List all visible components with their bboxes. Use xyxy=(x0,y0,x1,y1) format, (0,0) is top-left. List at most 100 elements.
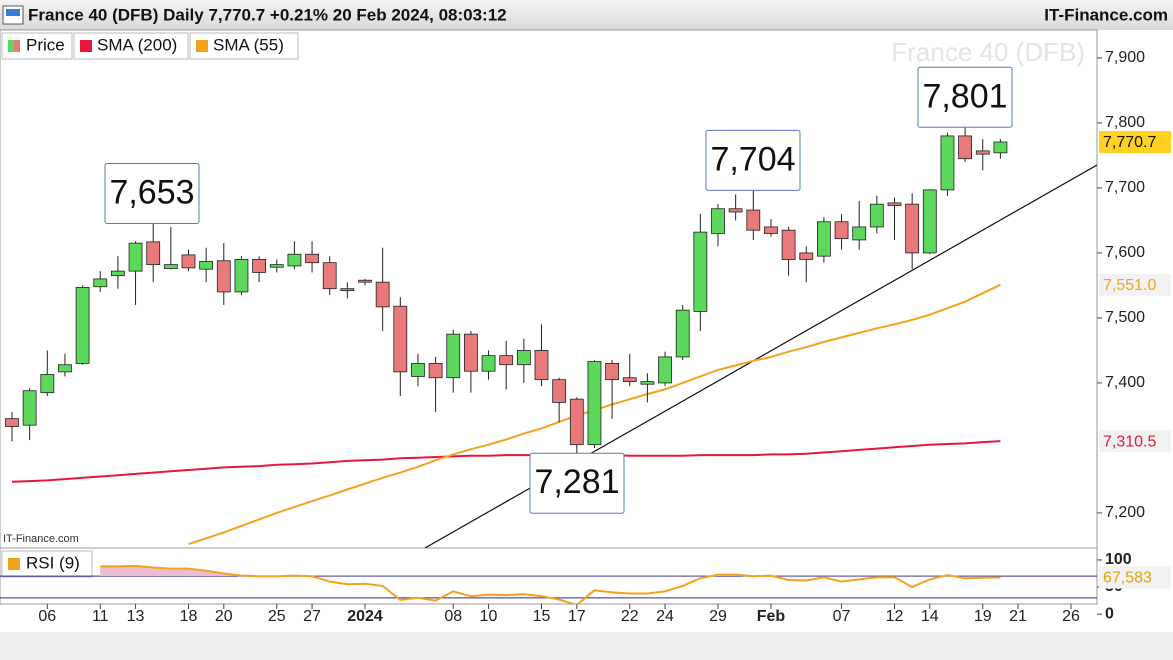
candle-body xyxy=(252,259,267,273)
candle-body xyxy=(234,259,249,293)
candle-body xyxy=(40,374,55,394)
rsi-y-tick-label: 100 xyxy=(1105,551,1132,568)
annotation-box xyxy=(104,162,200,224)
rsi-line xyxy=(100,564,1001,604)
annotation-label: 7,653 xyxy=(109,173,194,211)
candle-body xyxy=(975,150,990,155)
candle-body xyxy=(658,356,672,384)
candle-body xyxy=(75,286,90,364)
candle-body xyxy=(764,226,778,234)
last-price-label: 7,770.7 xyxy=(1103,134,1156,151)
legend-label: SMA (200) xyxy=(97,35,177,54)
app-icon-fill xyxy=(6,9,20,16)
x-tick-label: 19 xyxy=(974,608,992,625)
candle-body xyxy=(534,350,549,381)
candle-body xyxy=(587,361,602,446)
candle-body xyxy=(852,226,867,241)
x-tick-label: 15 xyxy=(533,608,551,625)
candle-body xyxy=(287,253,302,267)
candle-body xyxy=(111,270,125,277)
candle-body xyxy=(481,355,496,372)
x-tick-label: 17 xyxy=(568,608,586,625)
candle-body xyxy=(993,141,1008,154)
candle-body xyxy=(622,377,637,383)
candle-body xyxy=(569,398,584,446)
x-tick-label: 07 xyxy=(833,608,851,625)
x-tick-label: 26 xyxy=(1062,608,1080,625)
header-bar xyxy=(0,0,1173,30)
candle-body xyxy=(411,363,425,377)
candle-body xyxy=(393,305,408,373)
candle-body xyxy=(728,208,743,213)
candle-body xyxy=(358,279,372,283)
candle-body xyxy=(799,252,814,260)
x-tick-label: 25 xyxy=(268,608,286,625)
x-tick-label: 14 xyxy=(921,608,939,625)
x-tick-label: 21 xyxy=(1009,608,1027,625)
legend: Price SMA (200) SMA (55) RSI (9) xyxy=(1,32,299,578)
legend-swatch xyxy=(80,40,92,52)
legend-swatch xyxy=(8,40,14,52)
candle-body xyxy=(163,264,178,269)
legend-swatch xyxy=(8,558,20,570)
candle-body xyxy=(675,309,690,358)
rsi-y-tick-label: 0 xyxy=(1105,605,1114,622)
x-tick-label: 24 xyxy=(656,608,674,625)
candle-body xyxy=(128,242,143,272)
candle-body xyxy=(746,209,761,231)
x-tick-label: 06 xyxy=(38,608,56,625)
y-tick-label: 7,900 xyxy=(1105,49,1145,66)
annotation-label: 7,704 xyxy=(710,140,795,178)
x-tick-label: Feb xyxy=(757,608,786,625)
logo-text: IT-Finance.com xyxy=(3,533,79,545)
candle-body xyxy=(269,264,284,268)
sma-last-label: 7,310.5 xyxy=(1103,433,1156,450)
legend-box xyxy=(73,32,189,60)
annotation-box xyxy=(529,452,625,514)
legend-label: RSI (9) xyxy=(26,553,80,572)
candle-body xyxy=(834,221,849,240)
watermark: France 40 (DFB) xyxy=(891,37,1085,67)
candle-body xyxy=(905,203,920,254)
candle-body xyxy=(146,241,161,266)
main-plot xyxy=(5,122,1097,548)
x-tick-label: 20 xyxy=(215,608,233,625)
candle-body xyxy=(58,364,72,373)
x-tick-label: 18 xyxy=(180,608,198,625)
x-tick-label: 2024 xyxy=(347,608,383,625)
candle-body xyxy=(322,262,337,290)
candle-body xyxy=(216,260,231,293)
candle-body xyxy=(446,333,461,379)
rsi-plot xyxy=(0,564,1097,604)
candle-body xyxy=(181,254,196,269)
candle-body xyxy=(605,363,619,381)
x-tick-label: 12 xyxy=(886,608,904,625)
x-tick-label: 13 xyxy=(127,608,145,625)
y-tick-label: 7,600 xyxy=(1105,244,1145,261)
x-tick-label: 08 xyxy=(444,608,462,625)
last-price-label-box xyxy=(1099,130,1171,153)
annotation-box xyxy=(917,66,1013,128)
source: IT-Finance.com xyxy=(1044,5,1168,24)
candle-body xyxy=(22,390,37,426)
y-tick-label: 7,200 xyxy=(1105,504,1145,521)
candle-body xyxy=(375,281,390,308)
candle-body xyxy=(199,260,214,270)
annotation-label: 7,801 xyxy=(922,77,1007,115)
candle-body xyxy=(693,231,708,312)
candle-body xyxy=(340,288,355,292)
annotation-box xyxy=(705,129,801,191)
candle-body xyxy=(516,350,531,366)
sma-last-label-box xyxy=(1099,273,1171,296)
candle-body xyxy=(922,189,937,254)
candle-body xyxy=(463,333,478,372)
x-tick-label: 29 xyxy=(709,608,727,625)
candle-body xyxy=(640,381,655,385)
y-tick-label: 7,800 xyxy=(1105,114,1145,131)
sma-line xyxy=(11,440,1001,483)
legend-swatch xyxy=(196,40,208,52)
candle-body xyxy=(711,208,725,234)
candle-body xyxy=(93,278,108,288)
